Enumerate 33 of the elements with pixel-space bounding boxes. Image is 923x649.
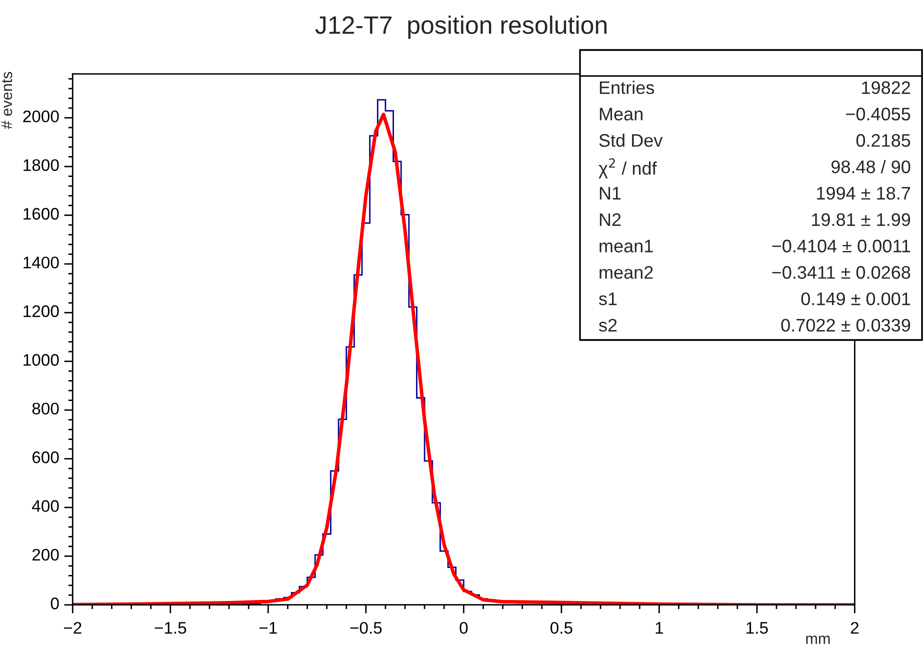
y-tick-label: 400 xyxy=(32,500,59,512)
x-tick-label: −0.5 xyxy=(350,622,382,634)
text: χ$^{2}$ / ndf 98.48 / 90 xyxy=(598,158,910,178)
x-tick-label: 0 xyxy=(460,622,468,634)
x-tick-label: −1.5 xyxy=(154,622,186,634)
text: N2 19.81 ± 1.99 xyxy=(600,213,910,226)
text: Entries 19822 xyxy=(600,80,910,94)
x-tick-label: 2 xyxy=(850,622,858,634)
x-tick-label: 1 xyxy=(656,622,664,634)
x-tick-label: −1 xyxy=(259,622,277,634)
text: Mean −0.4055 xyxy=(600,108,910,120)
x-tick-label: 1.5 xyxy=(746,622,768,634)
text: Std Dev 0.2185 xyxy=(599,134,910,147)
y-tick-label: 0 xyxy=(50,598,59,610)
x-tick-label: −2 xyxy=(64,622,82,634)
y-axis-title: # events xyxy=(2,72,12,130)
y-tick-label: 1200 xyxy=(24,305,59,318)
y-tick-label: 800 xyxy=(32,402,59,415)
text: s2 0.7022 ± 0.0339 xyxy=(598,318,910,332)
y-tick-label: 1600 xyxy=(24,208,59,220)
y-tick-label: 200 xyxy=(32,548,59,561)
text: s1 0.149 ± 0.001 xyxy=(598,292,910,306)
y-tick-label: 600 xyxy=(32,451,59,464)
chart-title: J12-T7 position resolution xyxy=(315,16,606,39)
y-tick-label: 1400 xyxy=(24,256,59,268)
x-axis-title: mm xyxy=(806,636,830,644)
text: mean1 −0.4104 ± 0.0011 xyxy=(600,240,910,252)
y-tick-label: 2000 xyxy=(23,110,59,122)
text: N1 1994 ± 18.7 xyxy=(600,186,910,200)
y-tick-label: 1800 xyxy=(24,159,59,171)
x-tick-label: 0.5 xyxy=(550,622,572,634)
text: mean2 −0.3411 ± 0.0268 xyxy=(600,266,910,279)
y-tick-label: 1000 xyxy=(24,354,59,366)
